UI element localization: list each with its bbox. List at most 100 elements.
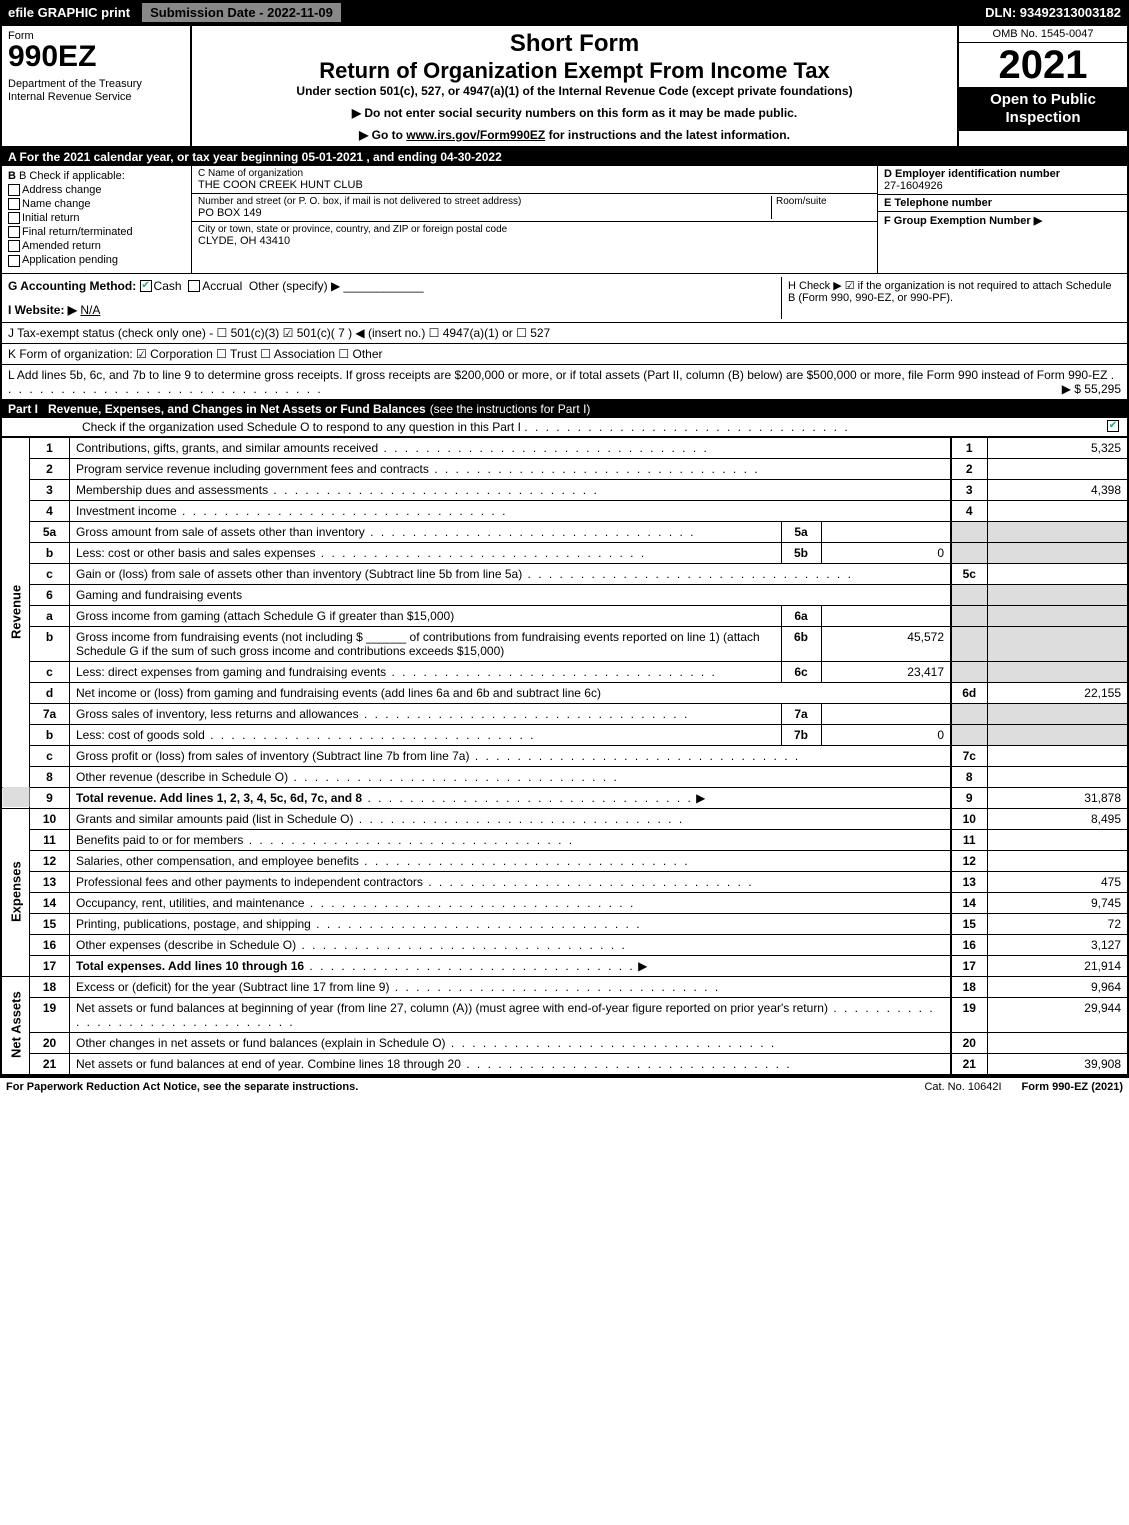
row-6a: a Gross income from gaming (attach Sched… xyxy=(2,605,1127,626)
vlabel-revenue: Revenue xyxy=(2,437,30,787)
under-section: Under section 501(c), 527, or 4947(a)(1)… xyxy=(196,84,953,98)
city-value: CLYDE, OH 43410 xyxy=(198,235,871,247)
row-7b: b Less: cost of goods sold 7b 0 xyxy=(2,724,1127,745)
group-label: F Group Exemption Number ▶ xyxy=(884,215,1042,227)
dln-label: DLN: 93492313003182 xyxy=(977,5,1129,20)
row-5c: c Gain or (loss) from sale of assets oth… xyxy=(2,563,1127,584)
tax-year: 2021 xyxy=(959,43,1127,87)
vlabel-expenses: Expenses xyxy=(2,808,30,976)
efile-label: efile GRAPHIC print xyxy=(0,5,138,20)
line-l-text: L Add lines 5b, 6c, and 7b to line 9 to … xyxy=(8,368,1107,382)
check-application-pending[interactable]: Application pending xyxy=(8,254,185,266)
street-label: Number and street (or P. O. box, if mail… xyxy=(198,196,771,207)
row-6: 6 Gaming and fundraising events xyxy=(2,584,1127,605)
form-header: Form 990EZ Department of the Treasury In… xyxy=(2,26,1127,148)
row-21: 21 Net assets or fund balances at end of… xyxy=(2,1053,1127,1074)
row-13: 13 Professional fees and other payments … xyxy=(2,871,1127,892)
row-20: 20 Other changes in net assets or fund b… xyxy=(2,1032,1127,1053)
ein-value: 27-1604926 xyxy=(884,180,943,192)
footer: For Paperwork Reduction Act Notice, see … xyxy=(0,1077,1129,1096)
part1-title: Revenue, Expenses, and Changes in Net As… xyxy=(48,402,426,416)
footer-right: Form 990-EZ (2021) xyxy=(1022,1081,1123,1093)
org-name-label: C Name of organization xyxy=(198,168,871,179)
row-1: Revenue 1 Contributions, gifts, grants, … xyxy=(2,437,1127,458)
check-initial-return[interactable]: Initial return xyxy=(8,212,185,224)
omb-number: OMB No. 1545-0047 xyxy=(959,26,1127,43)
row-10: Expenses 10 Grants and similar amounts p… xyxy=(2,808,1127,829)
part1-table: Revenue 1 Contributions, gifts, grants, … xyxy=(2,437,1127,1075)
submission-date: Submission Date - 2022-11-09 xyxy=(142,3,341,22)
tel-cell: E Telephone number xyxy=(878,195,1127,212)
note-goto: ▶ Go to www.irs.gov/Form990EZ for instru… xyxy=(196,128,953,142)
line-h: H Check ▶ ☑ if the organization is not r… xyxy=(781,277,1121,319)
section-c: C Name of organization THE COON CREEK HU… xyxy=(192,166,877,273)
line-i: I Website: ▶ N/A xyxy=(8,303,781,317)
line-g: G Accounting Method: Cash Accrual Other … xyxy=(8,279,781,293)
form-container: Form 990EZ Department of the Treasury In… xyxy=(0,24,1129,1077)
lines-ghijkl: G Accounting Method: Cash Accrual Other … xyxy=(2,274,1127,400)
line-l-amount: ▶ $ 55,295 xyxy=(1062,382,1121,396)
tel-label: E Telephone number xyxy=(884,197,992,209)
return-title: Return of Organization Exempt From Incom… xyxy=(196,58,953,84)
b-label: B B Check if applicable: xyxy=(8,170,185,182)
year-box: OMB No. 1545-0047 2021 Open to Public In… xyxy=(957,26,1127,146)
check-cash[interactable] xyxy=(140,280,152,292)
row-16: 16 Other expenses (describe in Schedule … xyxy=(2,934,1127,955)
check-address-change[interactable]: Address change xyxy=(8,184,185,196)
section-bcde: B B Check if applicable: Address change … xyxy=(2,166,1127,274)
footer-center: Cat. No. 10642I xyxy=(904,1081,1021,1093)
row-9: 9 Total revenue. Add lines 1, 2, 3, 4, 5… xyxy=(2,787,1127,808)
check-final-return[interactable]: Final return/terminated xyxy=(8,226,185,238)
i-label: I Website: ▶ xyxy=(8,303,77,317)
part1-check[interactable] xyxy=(1107,420,1119,432)
form-number: 990EZ xyxy=(8,42,184,72)
row-2: 2 Program service revenue including gove… xyxy=(2,458,1127,479)
check-accrual[interactable] xyxy=(188,280,200,292)
row-6b: b Gross income from fundraising events (… xyxy=(2,626,1127,661)
section-b: B B Check if applicable: Address change … xyxy=(2,166,192,273)
dept-label: Department of the Treasury Internal Reve… xyxy=(8,78,184,104)
row-18: Net Assets 18 Excess or (deficit) for th… xyxy=(2,976,1127,997)
cash-label: Cash xyxy=(154,279,182,293)
check-name-change[interactable]: Name change xyxy=(8,198,185,210)
ein-cell: D Employer identification number 27-1604… xyxy=(878,166,1127,195)
part1-check-text: Check if the organization used Schedule … xyxy=(82,420,521,434)
accrual-label: Accrual xyxy=(202,279,242,293)
row-3: 3 Membership dues and assessments 3 4,39… xyxy=(2,479,1127,500)
city-label: City or town, state or province, country… xyxy=(198,224,871,235)
row-5a: 5a Gross amount from sale of assets othe… xyxy=(2,521,1127,542)
inspection-label: Open to Public Inspection xyxy=(959,87,1127,131)
part1-header: Part I Revenue, Expenses, and Changes in… xyxy=(2,400,1127,418)
note2-pre: ▶ Go to xyxy=(359,128,406,142)
ein-label: D Employer identification number xyxy=(884,168,1060,180)
irs-link[interactable]: www.irs.gov/Form990EZ xyxy=(406,128,545,142)
street-value: PO BOX 149 xyxy=(198,207,771,219)
org-name-cell: C Name of organization THE COON CREEK HU… xyxy=(192,166,877,194)
row-17: 17 Total expenses. Add lines 10 through … xyxy=(2,955,1127,976)
row-12: 12 Salaries, other compensation, and emp… xyxy=(2,850,1127,871)
footer-left: For Paperwork Reduction Act Notice, see … xyxy=(6,1081,904,1093)
other-label: Other (specify) ▶ xyxy=(249,279,340,293)
row-7c: c Gross profit or (loss) from sales of i… xyxy=(2,745,1127,766)
part1-checkline: Check if the organization used Schedule … xyxy=(2,418,1127,437)
part1-num: Part I xyxy=(8,402,48,416)
row-14: 14 Occupancy, rent, utilities, and maint… xyxy=(2,892,1127,913)
vlabel-netassets: Net Assets xyxy=(2,976,30,1074)
g-label: G Accounting Method: xyxy=(8,279,136,293)
section-de: D Employer identification number 27-1604… xyxy=(877,166,1127,273)
line-l: L Add lines 5b, 6c, and 7b to line 9 to … xyxy=(2,365,1127,400)
line-a: A For the 2021 calendar year, or tax yea… xyxy=(2,148,1127,166)
short-form-title: Short Form xyxy=(196,30,953,58)
row-6d: d Net income or (loss) from gaming and f… xyxy=(2,682,1127,703)
row-11: 11 Benefits paid to or for members 11 xyxy=(2,829,1127,850)
title-box: Short Form Return of Organization Exempt… xyxy=(192,26,957,146)
part1-subtitle: (see the instructions for Part I) xyxy=(430,402,591,416)
website-value: N/A xyxy=(80,303,100,317)
row-5b: b Less: cost or other basis and sales ex… xyxy=(2,542,1127,563)
check-amended-return[interactable]: Amended return xyxy=(8,240,185,252)
row-15: 15 Printing, publications, postage, and … xyxy=(2,913,1127,934)
top-bar: efile GRAPHIC print Submission Date - 20… xyxy=(0,0,1129,24)
org-name: THE COON CREEK HUNT CLUB xyxy=(198,179,871,191)
room-label: Room/suite xyxy=(776,196,871,207)
row-8: 8 Other revenue (describe in Schedule O)… xyxy=(2,766,1127,787)
